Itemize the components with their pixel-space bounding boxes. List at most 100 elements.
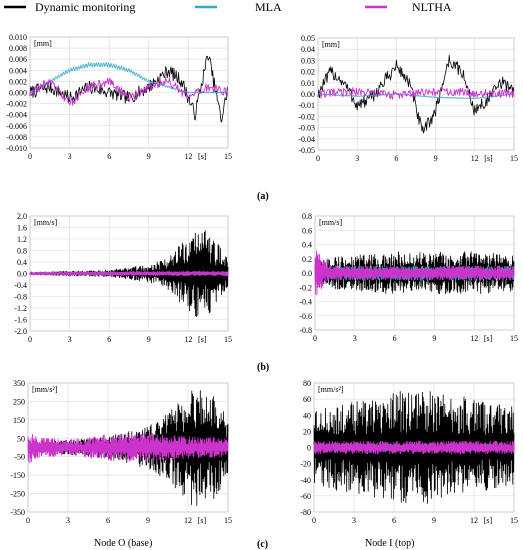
y-tick-label: 0.000 (9, 89, 27, 98)
node-label-base: Node O (base) (94, 538, 152, 549)
x-tick-label: 15 (510, 334, 518, 343)
x-tick-label: 6 (394, 154, 398, 163)
x-tick-label: 0 (313, 334, 317, 343)
y-tick-label: -20 (300, 460, 311, 469)
y-tick-label: 0.8 (302, 212, 312, 221)
x-tick-label: 9 (432, 516, 436, 525)
x-axis-unit: [s] (484, 154, 493, 163)
y-tick-label: -0.002 (6, 100, 27, 109)
x-tick-label: 6 (107, 335, 111, 344)
y-tick-label: -0.02 (298, 112, 315, 121)
y-tick-label: 60 (303, 395, 311, 404)
x-tick-label: 3 (352, 516, 356, 525)
y-tick-label: 0.00 (301, 90, 315, 99)
charts: 0.0100.0080.0060.0040.0020.000-0.002-0.0… (6, 33, 518, 525)
series-line-dynamic-monitoring (29, 55, 229, 123)
y-tick-label: -0.4 (299, 298, 312, 307)
x-tick-label: 6 (107, 152, 111, 161)
x-tick-label: 3 (66, 516, 70, 525)
x-tick-label: 0 (28, 152, 32, 161)
y-tick-label: -0.04 (298, 135, 315, 144)
y-tick-label: 0.0 (302, 269, 312, 278)
row-label-c: (c) (257, 539, 268, 550)
legend-label-nltha: NLTHA (412, 0, 452, 14)
chart-b-left: 2.0 1.6 1.2 0.8 0.4 0.0 -0.4 -0.8 -1.2 -1.6 -2.00 3… (14, 212, 232, 344)
series-line-mla (317, 92, 515, 100)
x-tick-label: 3 (353, 334, 357, 343)
y-tick-label: 150 (13, 416, 25, 425)
y-tick-label: 50 (17, 434, 25, 443)
y-tick-label: 0.0 (17, 270, 27, 279)
x-tick-label: 15 (224, 516, 232, 525)
y-tick-label: -0.01 (298, 101, 315, 110)
x-tick-label: 15 (510, 154, 518, 163)
y-tick-label: -0.004 (6, 111, 27, 120)
y-tick-label: 0.006 (9, 55, 27, 64)
chart-a-right: 0.05 0.04 0.03 0.02 0.01 0.00 -0.01 -0.02 -0.03 -… (298, 34, 518, 163)
x-tick-label: 12 (184, 152, 192, 161)
y-axis-unit: [mm/s] (319, 218, 342, 227)
x-axis-unit: [s] (198, 516, 207, 525)
y-axis-unit: [mm] (34, 39, 52, 48)
y-tick-label: -0.008 (6, 133, 27, 142)
series-line-nltha (27, 432, 229, 464)
series-line-nltha (29, 77, 229, 106)
legend-label-dynamic: Dynamic monitoring (35, 0, 135, 14)
x-tick-label: 3 (355, 154, 359, 163)
series-line-nltha (314, 250, 515, 296)
series-line-nltha (29, 270, 229, 277)
chart-a-left: 0.010 0.008 0.006 0.004 0.002 0.000 -0.002 -0.0… (6, 33, 232, 161)
x-axis-unit: [s] (484, 334, 493, 343)
y-tick-label: 1.6 (17, 224, 27, 233)
x-tick-label: 6 (392, 516, 396, 525)
y-tick-label: 1.2 (17, 235, 27, 244)
legend: Dynamic monitoring MLA NLTHA (4, 0, 452, 14)
y-tick-label: 250 (13, 397, 25, 406)
y-tick-label: 350 (13, 379, 25, 388)
y-tick-label: -0.8 (14, 293, 27, 302)
y-tick-label: -60 (300, 492, 311, 501)
y-tick-label: -350 (10, 508, 25, 517)
x-tick-label: 9 (146, 516, 150, 525)
y-tick-label: -0.05 (298, 146, 315, 155)
y-tick-label: 40 (303, 411, 311, 420)
y-axis-unit: [mm/s²] (32, 385, 58, 394)
x-tick-label: 6 (106, 516, 110, 525)
x-tick-label: 0 (316, 154, 320, 163)
y-tick-label: 0.010 (9, 33, 27, 42)
y-tick-label: -0.03 (298, 124, 315, 133)
x-axis-unit: [s] (198, 335, 207, 344)
y-tick-label: -0.8 (299, 326, 312, 335)
x-tick-label: 3 (68, 152, 72, 161)
x-tick-label: 15 (224, 335, 232, 344)
chart-b-right: 0.8 0.6 0.4 0.2 0.0 -0.2 -0.4 -0.6 -0.80 3 6 9 12 15 [… (299, 212, 518, 343)
x-tick-label: 12 (184, 335, 192, 344)
node-label-top: Node I (top) (365, 538, 414, 549)
y-tick-label: 0.05 (301, 34, 315, 43)
x-tick-label: 9 (147, 152, 151, 161)
x-tick-label: 12 (471, 154, 479, 163)
y-tick-label: -150 (10, 471, 25, 480)
y-tick-label: -2.0 (14, 327, 27, 336)
y-tick-label: -0.6 (299, 312, 312, 321)
x-tick-label: 9 (432, 334, 436, 343)
x-tick-label: 12 (184, 516, 192, 525)
y-tick-label: 0.004 (9, 66, 27, 75)
y-tick-label: 0.01 (301, 79, 315, 88)
x-tick-label: 12 (470, 334, 478, 343)
y-tick-label: -40 (300, 476, 311, 485)
x-tick-label: 9 (147, 335, 151, 344)
x-tick-label: 9 (434, 154, 438, 163)
x-tick-label: 0 (26, 516, 30, 525)
x-tick-label: 0 (28, 335, 32, 344)
legend-label-mla: MLA (255, 0, 282, 14)
y-tick-label: 0 (307, 444, 311, 453)
y-tick-label: -50 (14, 453, 25, 462)
x-axis-unit: [s] (198, 152, 207, 161)
y-tick-label: 0.2 (302, 255, 312, 264)
y-tick-label: -1.6 (14, 316, 27, 325)
row-label-b: (b) (257, 362, 269, 373)
y-tick-label: 20 (303, 427, 311, 436)
